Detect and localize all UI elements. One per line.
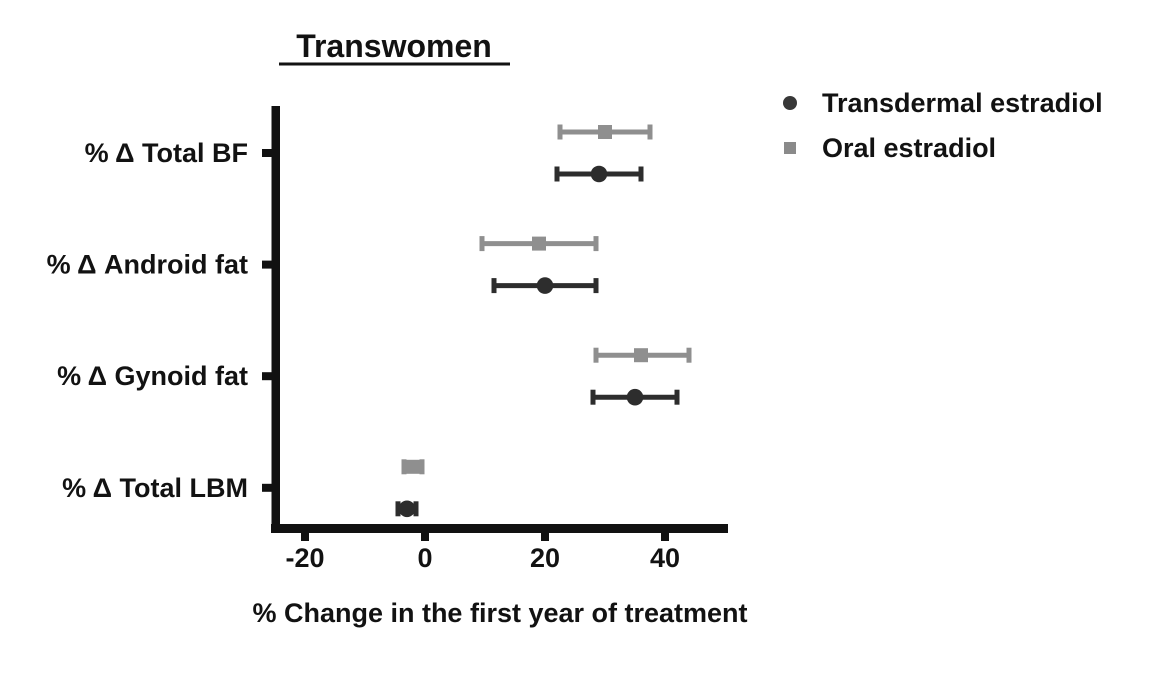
category-label: % Δ Android fat bbox=[47, 250, 248, 280]
marker-square bbox=[532, 236, 546, 251]
category-label: % Δ Gynoid fat bbox=[57, 361, 248, 391]
x-tick-label: -20 bbox=[285, 543, 324, 573]
x-tick-label: 20 bbox=[530, 543, 560, 573]
legend-label-oral: Oral estradiol bbox=[822, 133, 996, 163]
legend: Transdermal estradiol Oral estradiol bbox=[783, 88, 1103, 163]
marker-circle bbox=[590, 165, 608, 183]
x-tick bbox=[301, 533, 309, 541]
legend-label-transdermal: Transdermal estradiol bbox=[822, 88, 1103, 118]
plot-area: -20 0 20 40 % Δ Total BF % Δ Android fat % Δ G… bbox=[47, 106, 728, 573]
x-axis-title: % Change in the first year of treatment bbox=[252, 598, 747, 628]
y-axis-line bbox=[271, 106, 280, 533]
chart-title: Transwomen bbox=[296, 28, 492, 64]
x-tick-label: 0 bbox=[417, 543, 432, 573]
category-tick bbox=[262, 372, 272, 381]
marker-circle bbox=[398, 500, 416, 518]
marker-square bbox=[598, 125, 612, 139]
marker-square bbox=[634, 348, 648, 363]
category-label: % Δ Total BF bbox=[85, 138, 248, 168]
category-label: % Δ Total LBM bbox=[62, 473, 248, 503]
marker-circle bbox=[626, 388, 644, 406]
category-tick bbox=[262, 483, 272, 492]
x-tick bbox=[421, 533, 429, 541]
x-tick-label: 40 bbox=[650, 543, 680, 573]
x-tick bbox=[661, 533, 669, 541]
x-axis-line bbox=[271, 524, 728, 533]
category-tick bbox=[262, 260, 272, 269]
category-tick bbox=[262, 149, 272, 157]
marker-circle bbox=[536, 277, 554, 294]
marker-square bbox=[406, 459, 420, 474]
legend-marker-circle-icon bbox=[783, 96, 797, 110]
x-tick bbox=[541, 533, 549, 541]
legend-marker-square-icon bbox=[784, 142, 796, 154]
